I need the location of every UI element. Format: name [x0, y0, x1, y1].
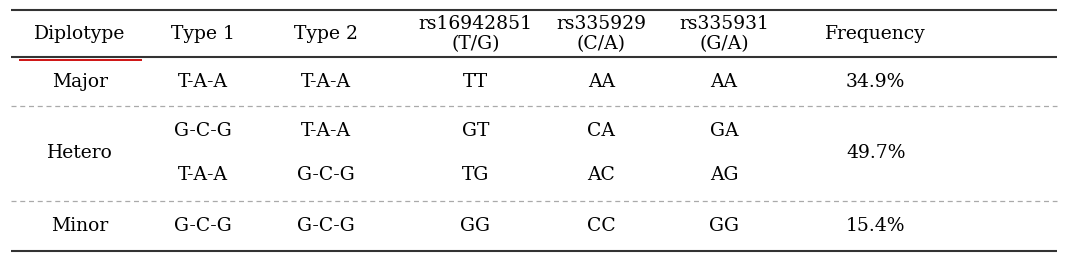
Text: Type 1: Type 1 [171, 25, 235, 43]
Text: rs335931
(G/A): rs335931 (G/A) [679, 15, 769, 53]
Text: rs335929
(C/A): rs335929 (C/A) [556, 15, 646, 53]
Text: G-C-G: G-C-G [297, 217, 355, 235]
Text: T-A-A: T-A-A [301, 122, 350, 140]
Text: G-C-G: G-C-G [174, 217, 232, 235]
Text: GT: GT [461, 122, 489, 140]
Text: CA: CA [587, 122, 615, 140]
Text: Frequency: Frequency [826, 25, 926, 43]
Text: GG: GG [709, 217, 739, 235]
Text: G-C-G: G-C-G [174, 122, 232, 140]
Text: TG: TG [461, 166, 489, 184]
Text: Minor: Minor [51, 217, 109, 235]
Text: TT: TT [462, 73, 488, 91]
Text: 34.9%: 34.9% [846, 73, 906, 91]
Text: 15.4%: 15.4% [846, 217, 906, 235]
Text: CC: CC [587, 217, 615, 235]
Text: T-A-A: T-A-A [178, 73, 227, 91]
Text: GG: GG [460, 217, 490, 235]
Text: 49.7%: 49.7% [846, 144, 906, 162]
Text: GA: GA [710, 122, 738, 140]
Text: AA: AA [710, 73, 738, 91]
Text: rs16942851
(T/G): rs16942851 (T/G) [419, 15, 532, 53]
Text: AG: AG [710, 166, 738, 184]
Text: Diplotype: Diplotype [34, 25, 126, 43]
Text: Major: Major [52, 73, 108, 91]
Text: Type 2: Type 2 [294, 25, 358, 43]
Text: Hetero: Hetero [47, 144, 113, 162]
Text: AC: AC [587, 166, 615, 184]
Text: T-A-A: T-A-A [301, 73, 350, 91]
Text: AA: AA [587, 73, 615, 91]
Text: T-A-A: T-A-A [178, 166, 227, 184]
Text: G-C-G: G-C-G [297, 166, 355, 184]
